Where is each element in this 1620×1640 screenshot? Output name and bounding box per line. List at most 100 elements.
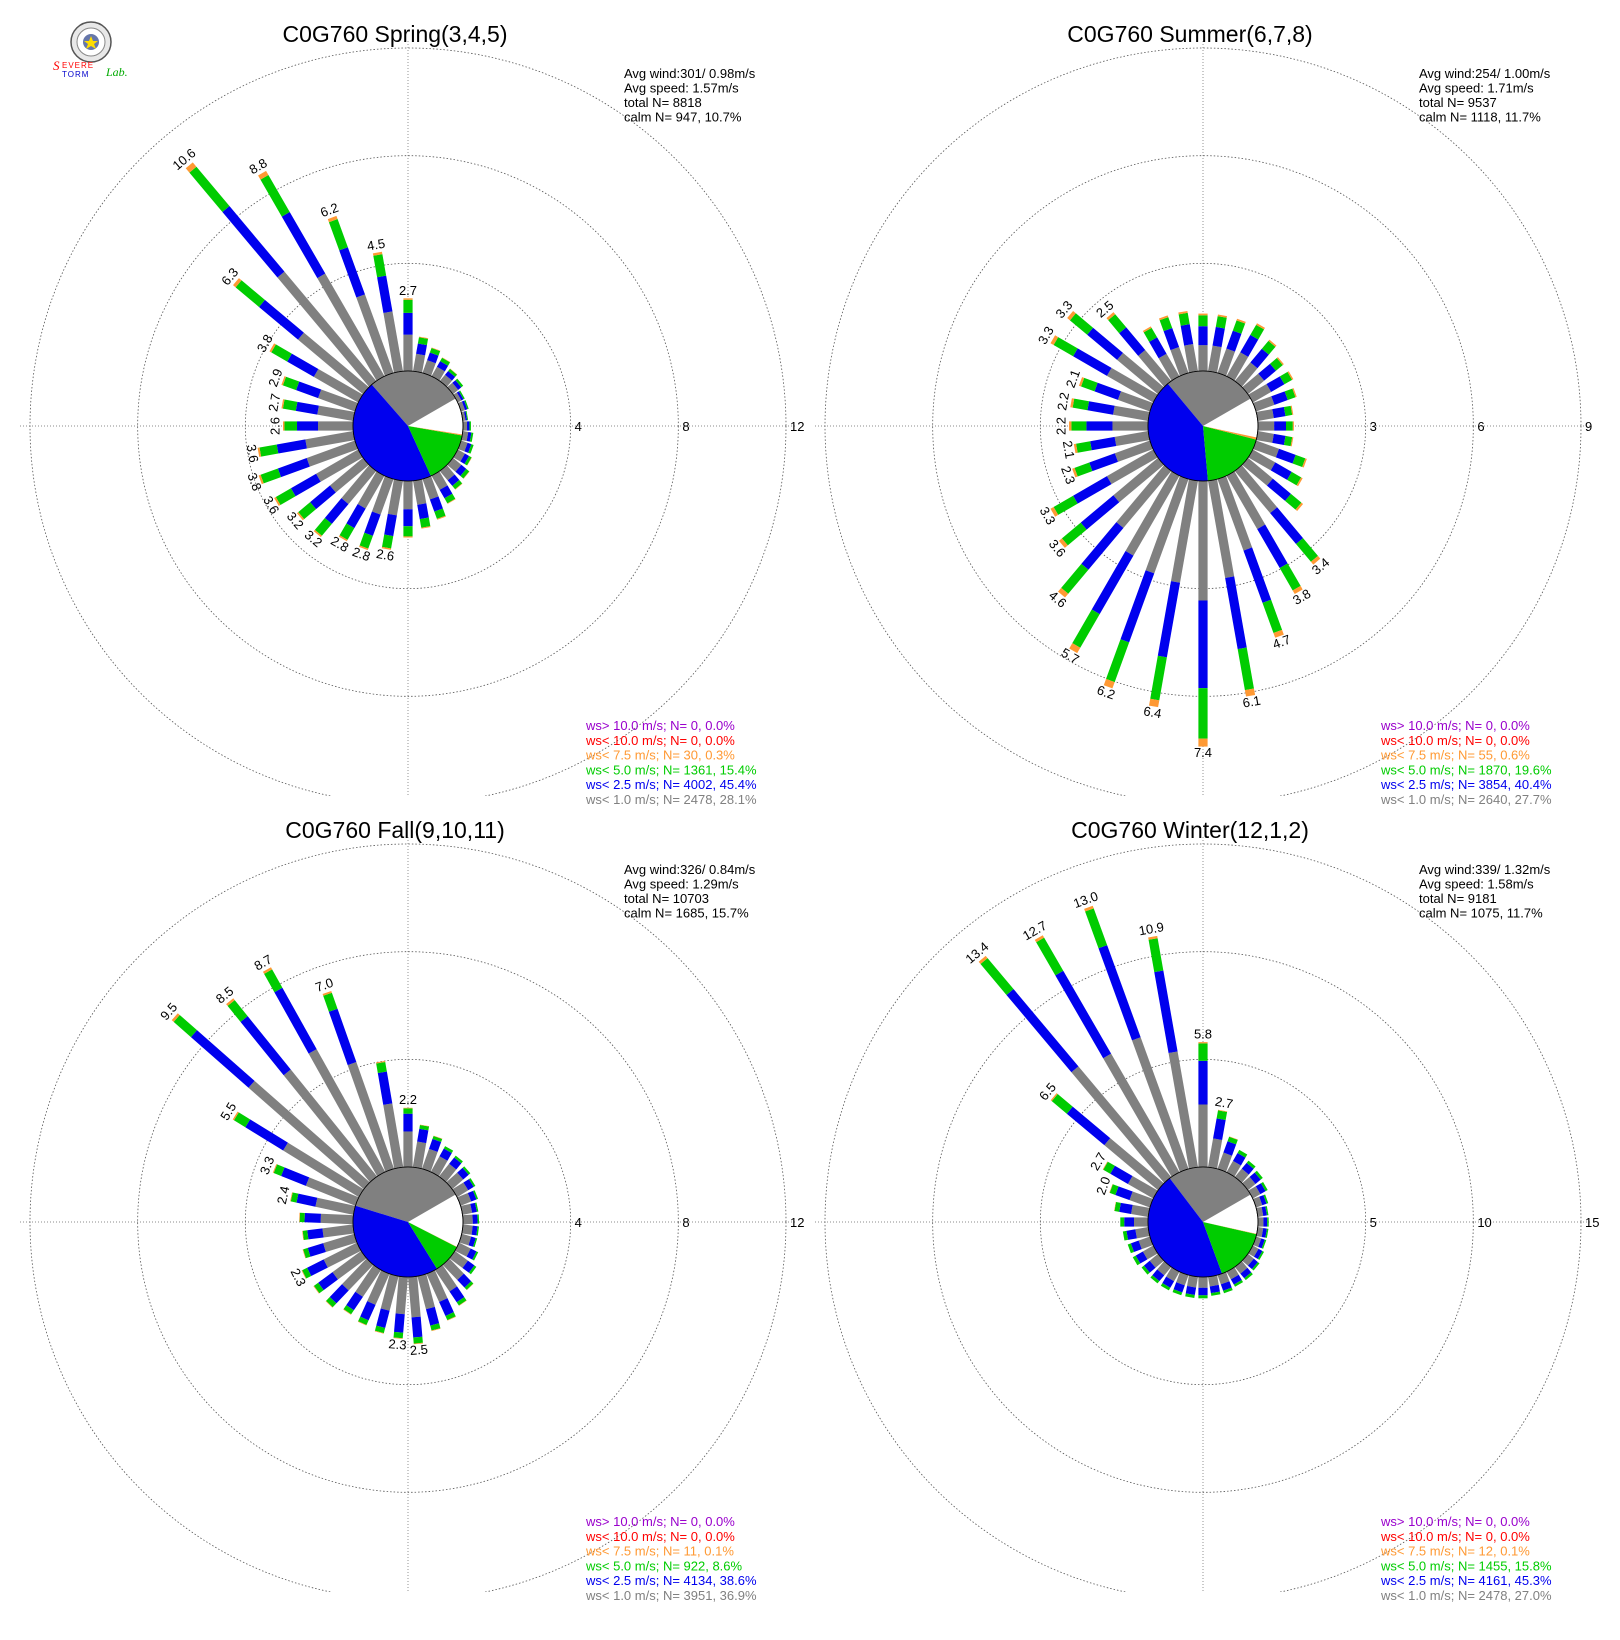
bar-14-seg-1 (447, 474, 460, 486)
direction-bars (1050, 310, 1321, 747)
bar-23-seg-1 (329, 1284, 349, 1304)
bar-1-seg-2 (417, 337, 429, 346)
legend-entry-6: ws< 1.0 m/s; N= 2478, 27.0% (1380, 1588, 1552, 1603)
bar-21-seg-2 (1160, 1283, 1171, 1291)
bar-5-seg-0 (1242, 373, 1265, 395)
bar-26-seg-3 (1073, 443, 1078, 454)
bar-31-seg-1 (1066, 1106, 1111, 1146)
bar-16-seg-3 (447, 1316, 456, 1321)
ring-label: 9 (1585, 419, 1592, 434)
bar-16-seg-3 (436, 515, 446, 520)
bar-20-seg-0 (1145, 476, 1189, 574)
bar-0-seg-0 (1198, 1104, 1208, 1167)
bar-17-seg-0 (413, 479, 427, 505)
bar-3-seg-0 (1226, 352, 1249, 381)
svg-text:S: S (53, 58, 60, 73)
bar-2-seg-2 (429, 347, 441, 356)
bar-11-seg-2 (468, 444, 474, 454)
ring-label: 5 (1370, 1215, 1377, 1230)
bar-29-seg-0 (1129, 1191, 1153, 1208)
bar-11-seg-0 (1253, 440, 1280, 458)
bar-31-seg-0 (297, 332, 369, 395)
bar-31-seg-2 (233, 1112, 251, 1128)
pie-slice-3 (408, 1222, 458, 1248)
ring-label: 3 (1370, 419, 1377, 434)
svg-text:TORM: TORM (62, 70, 89, 79)
bar-5-seg-2 (455, 378, 464, 388)
bar-14-seg-1 (457, 1273, 472, 1288)
bar-6-seg-1 (1266, 376, 1285, 392)
pie-slice-3 (1203, 1222, 1257, 1235)
direction-bars (185, 162, 474, 551)
bar-value-label: 2.1 (1063, 368, 1083, 390)
bar-36-seg-1 (377, 1071, 393, 1105)
bar-27-seg-0 (1134, 1217, 1148, 1227)
bar-18-seg-3 (403, 536, 413, 538)
bar-value-label: 2.7 (1214, 1094, 1234, 1112)
bar-17-seg-0 (1208, 479, 1235, 578)
bar-12-seg-1 (1270, 462, 1292, 480)
bar-21-seg-0 (357, 471, 385, 509)
bar-31-seg-1 (1087, 327, 1123, 360)
bar-11-seg-3 (1302, 458, 1307, 468)
bar-7-seg-2 (1263, 1194, 1269, 1204)
bar-24-seg-0 (1142, 1245, 1158, 1260)
bar-30-seg-1 (287, 353, 319, 377)
bar-4-seg-0 (438, 1163, 457, 1183)
bar-35-seg-3 (322, 990, 332, 996)
bar-19-seg-0 (395, 1276, 408, 1315)
bar-1-seg-2 (419, 1124, 430, 1131)
bar-25-seg-3 (258, 474, 264, 485)
bar-32-seg-0 (1071, 1066, 1172, 1183)
bar-value-label: 2.6 (267, 417, 282, 435)
ring-label: 10 (1477, 1215, 1491, 1230)
bar-29-seg-1 (296, 1193, 318, 1207)
ring-label: 12 (790, 1215, 804, 1230)
bar-7-seg-1 (467, 1190, 477, 1202)
legend-entry-4: ws< 5.0 m/s; N= 1455, 15.8% (1380, 1558, 1552, 1573)
bar-8-seg-2 (475, 1202, 479, 1212)
bar-30-seg-2 (1053, 337, 1078, 357)
bar-9-seg-2 (469, 421, 471, 431)
bar-25-seg-1 (1089, 453, 1118, 472)
bar-13-seg-2 (468, 1265, 477, 1275)
bar-35-seg-2 (373, 254, 387, 278)
legend-entry-5: ws< 2.5 m/s; N= 3854, 40.4% (1380, 777, 1552, 792)
bar-12-seg-1 (466, 1248, 477, 1260)
bar-24-seg-2 (1053, 495, 1078, 515)
bar-1-seg-0 (412, 1141, 427, 1169)
bar-value-label: 2.4 (274, 1185, 292, 1206)
windrose-panel-4: 5 10 155.82.72.02.76.513.412.713.010.9C0G7… (815, 817, 1599, 1603)
bar-31-seg-0 (283, 1142, 364, 1198)
bar-22-seg-3 (313, 529, 322, 538)
bar-5-seg-1 (457, 1167, 469, 1180)
bar-25-seg-2 (302, 1267, 312, 1279)
bar-29-seg-3 (1109, 1184, 1113, 1193)
bar-19-seg-3 (381, 546, 392, 550)
bar-9-seg-3 (1292, 421, 1294, 431)
bar-29-seg-3 (1078, 377, 1085, 387)
bar-26-seg-2 (1122, 1230, 1129, 1241)
bar-2-seg-3 (1229, 1136, 1238, 1140)
ring-label: 4 (575, 1215, 582, 1230)
bar-22-seg-2 (314, 517, 332, 536)
bar-1-seg-0 (1208, 1138, 1223, 1169)
bar-0-seg-0 (1198, 345, 1208, 371)
bar-20-seg-1 (1120, 570, 1155, 643)
bar-34-seg-0 (308, 1049, 386, 1177)
bar-20-seg-0 (371, 476, 394, 515)
bar-12-seg-0 (1248, 1245, 1259, 1257)
bar-35-seg-0 (347, 1062, 395, 1172)
bar-25-seg-1 (277, 457, 310, 478)
bar-32-seg-3 (1106, 312, 1116, 321)
bar-7-seg-3 (1292, 388, 1297, 398)
legend-entry-1: ws> 10.0 m/s; N= 0, 0.0% (585, 1514, 735, 1529)
bar-27-seg-1 (297, 421, 319, 431)
bar-value-label: 2.1 (1060, 439, 1078, 459)
bar-26-seg-3 (302, 1249, 306, 1259)
bar-12-seg-3 (467, 457, 472, 466)
bar-30-seg-1 (1110, 1165, 1133, 1184)
legend-entry-2: ws< 10.0 m/s; N= 0, 0.0% (1380, 733, 1530, 748)
bar-9-seg-2 (1267, 1217, 1269, 1227)
bar-16-seg-0 (1217, 1272, 1230, 1285)
